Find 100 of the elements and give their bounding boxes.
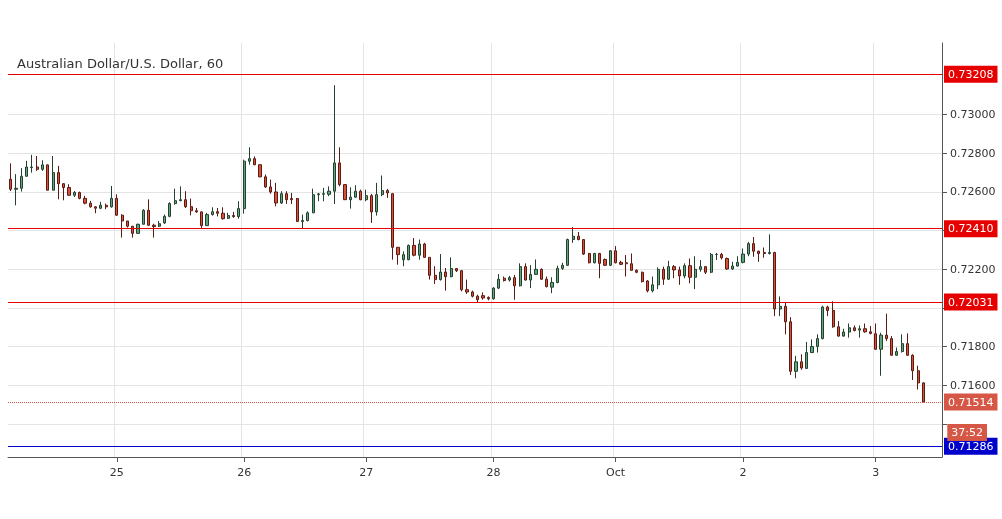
y-tick-label: 0.71600: [950, 378, 996, 392]
candlestick: [375, 182, 378, 217]
candlestick: [614, 245, 617, 264]
candlestick: [768, 233, 771, 255]
candlestick: [492, 286, 495, 301]
candlestick: [863, 323, 867, 334]
candlestick: [190, 198, 193, 216]
candlestick: [561, 262, 564, 271]
candlestick: [41, 159, 44, 172]
candlestick: [46, 163, 49, 191]
candlestick: [83, 195, 87, 205]
y-tick-label: 0.72200: [950, 262, 996, 276]
candlestick: [264, 174, 267, 189]
candlestick: [683, 262, 686, 279]
candlestick: [635, 268, 638, 274]
candlestick: [274, 182, 278, 207]
candlestick: [566, 238, 569, 267]
candlestick: [105, 203, 108, 210]
candlestick: [672, 264, 676, 279]
ref-line-label: 0.72031: [948, 295, 994, 309]
text: Australian Dollar/U.S. Dollar, 60: [17, 56, 224, 71]
candlestick: [667, 260, 670, 281]
candlestick: [418, 239, 421, 261]
candlestick: [481, 291, 485, 301]
candlestick: [158, 220, 161, 228]
candlestick: [603, 258, 607, 267]
candlestick: [731, 261, 734, 271]
candlestick: [115, 193, 118, 217]
candlestick: [407, 244, 410, 261]
ref-line-label: 0.71286: [948, 439, 994, 453]
candlestick: [269, 179, 272, 195]
candlestick: [126, 220, 129, 229]
candlestick: [343, 183, 347, 201]
candlestick: [619, 260, 623, 266]
candlestick: [136, 223, 140, 235]
candlestick: [784, 302, 787, 335]
candlestick: [62, 183, 65, 201]
candlestick: [688, 258, 692, 284]
y-tick-label: 0.72800: [950, 146, 996, 160]
candlestick: [662, 266, 665, 286]
candlestick: [131, 225, 134, 239]
candlestick: [306, 210, 309, 222]
ref-line-label: 0.73208: [948, 67, 994, 81]
candlestick: [593, 252, 596, 264]
candlestick: [545, 276, 548, 289]
candlestick: [168, 201, 171, 218]
candlestick: [142, 208, 145, 225]
candlestick: [805, 341, 808, 370]
candlestick: [657, 266, 660, 290]
candlestick: [710, 252, 713, 274]
candlestick: [699, 259, 702, 273]
candlestick: [89, 200, 92, 209]
candlestick: [333, 84, 336, 205]
candlestick: [52, 155, 55, 191]
candlestick: [359, 189, 362, 201]
candlestick: [757, 250, 760, 263]
candlestick: [9, 162, 12, 192]
candlestick: [327, 185, 331, 197]
candlestick: [434, 265, 437, 285]
candlestick: [917, 365, 920, 390]
candlestick: [67, 183, 71, 197]
candlestick: [200, 210, 203, 229]
candlestick: [763, 246, 766, 259]
candlestick: [402, 250, 405, 267]
candlestick: [630, 252, 633, 272]
candlestick: [816, 333, 819, 354]
candlestick: [253, 155, 256, 166]
candlestick: [508, 275, 511, 283]
candlestick: [598, 252, 601, 279]
candlestick: [641, 271, 644, 283]
candlestick: [704, 265, 707, 275]
candlestick: [556, 265, 559, 284]
candlestick: [179, 185, 182, 202]
candlestick: [216, 207, 219, 217]
ref-line-label: 0.71514: [948, 395, 994, 409]
candlestick: [741, 247, 745, 264]
candlestick: [439, 253, 442, 282]
candlestick: [301, 214, 304, 230]
candlestick: [312, 188, 315, 214]
x-tick-label: 2: [739, 466, 747, 479]
candlestick: [322, 187, 325, 202]
candlestick: [455, 267, 458, 273]
candlestick: [885, 313, 888, 342]
candlestick: [237, 200, 240, 220]
candlestick: [513, 274, 516, 301]
candlestick: [869, 325, 872, 335]
candlestick: [174, 188, 177, 206]
candlestick: [317, 192, 320, 202]
candlestick: [365, 189, 368, 202]
candlestick: [895, 347, 898, 357]
candlestick: [211, 206, 214, 217]
candlestick: [460, 269, 463, 292]
x-tick-label: 3: [872, 466, 880, 479]
candlestick: [625, 254, 628, 277]
candlestick: [78, 191, 81, 200]
candlestick: [396, 246, 400, 266]
candlestick: [800, 353, 803, 371]
candlestick: [349, 186, 352, 210]
candlestick: [577, 231, 580, 241]
candlestick: [57, 165, 60, 200]
